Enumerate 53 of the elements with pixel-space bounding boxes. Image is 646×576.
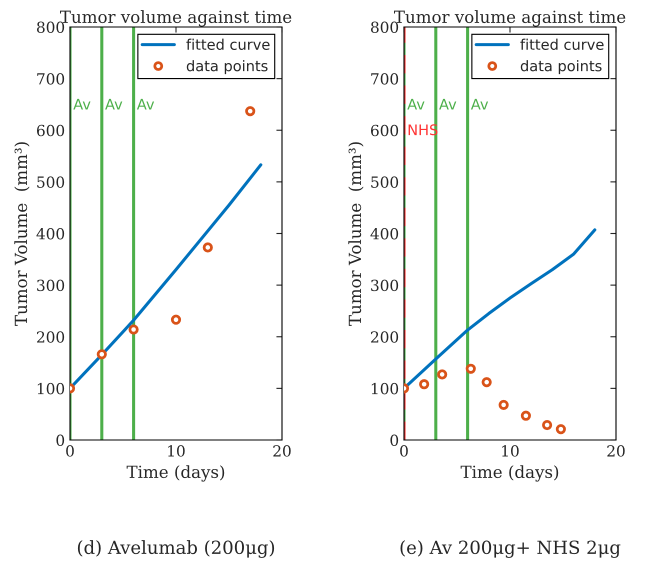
ref-line-label: Av [73, 98, 90, 110]
x-axis-title: Time (days) [460, 465, 558, 482]
legend-label: data points [186, 60, 268, 74]
y-axis-title: Tumor Volume (mm³) [348, 142, 364, 326]
y-axis-title: Tumor Volume (mm³) [14, 142, 30, 326]
x-tick-label: 10 [168, 445, 185, 457]
y-tick-label: 600 [371, 124, 398, 136]
y-tick-label: 800 [37, 21, 64, 34]
y-tick-label: 600 [37, 124, 64, 136]
y-tick-label: 0 [390, 434, 398, 446]
ref-line-label: Av [470, 98, 488, 110]
point [520, 410, 531, 421]
point [128, 324, 139, 335]
ref-line-label: Av [105, 98, 122, 110]
y-tick-label: 500 [37, 176, 64, 188]
ref-line-label: Av [439, 98, 456, 110]
point [482, 377, 492, 388]
y-tick-label: 100 [372, 382, 398, 394]
x-axis-title: Time (days) [126, 465, 224, 482]
legend-label: fitted curve [520, 38, 604, 50]
x-tick-label: 0 [66, 445, 74, 457]
point [202, 242, 213, 253]
y-tick-label: 0 [56, 434, 64, 446]
y-tick-label: 300 [371, 280, 398, 292]
point [96, 349, 107, 360]
x-tick-label: 0 [400, 445, 408, 457]
y-tick-label: 200 [371, 331, 398, 343]
point [498, 400, 509, 410]
point [466, 364, 476, 374]
text: (e) Av 200μg+ NHS 2μg [400, 540, 620, 558]
ref-line-label: Av [407, 98, 424, 110]
y-tick-label: 300 [37, 280, 64, 292]
y-tick-label: 100 [38, 382, 64, 394]
ref-line-label: Av [136, 98, 154, 110]
legend-label: fitted curve [186, 38, 270, 50]
text: (d) Avelumab (200μg) [78, 540, 274, 558]
point [245, 106, 256, 116]
legend-label: data points [520, 60, 602, 74]
y-tick-label: 700 [37, 73, 64, 85]
y-tick-label: 700 [371, 73, 398, 85]
y-tick-label: 200 [37, 331, 64, 343]
point [419, 379, 430, 390]
point [170, 314, 182, 325]
x-tick-label: 20 [273, 445, 291, 457]
point [542, 420, 552, 430]
y-tick-label: 800 [371, 21, 398, 34]
point [556, 424, 566, 434]
y-tick-label: 400 [370, 228, 398, 240]
x-tick-label: 20 [607, 445, 625, 457]
y-tick-label: 400 [36, 228, 64, 240]
point [437, 369, 448, 380]
x-tick-label: 10 [502, 445, 519, 457]
y-tick-label: 500 [371, 176, 398, 188]
